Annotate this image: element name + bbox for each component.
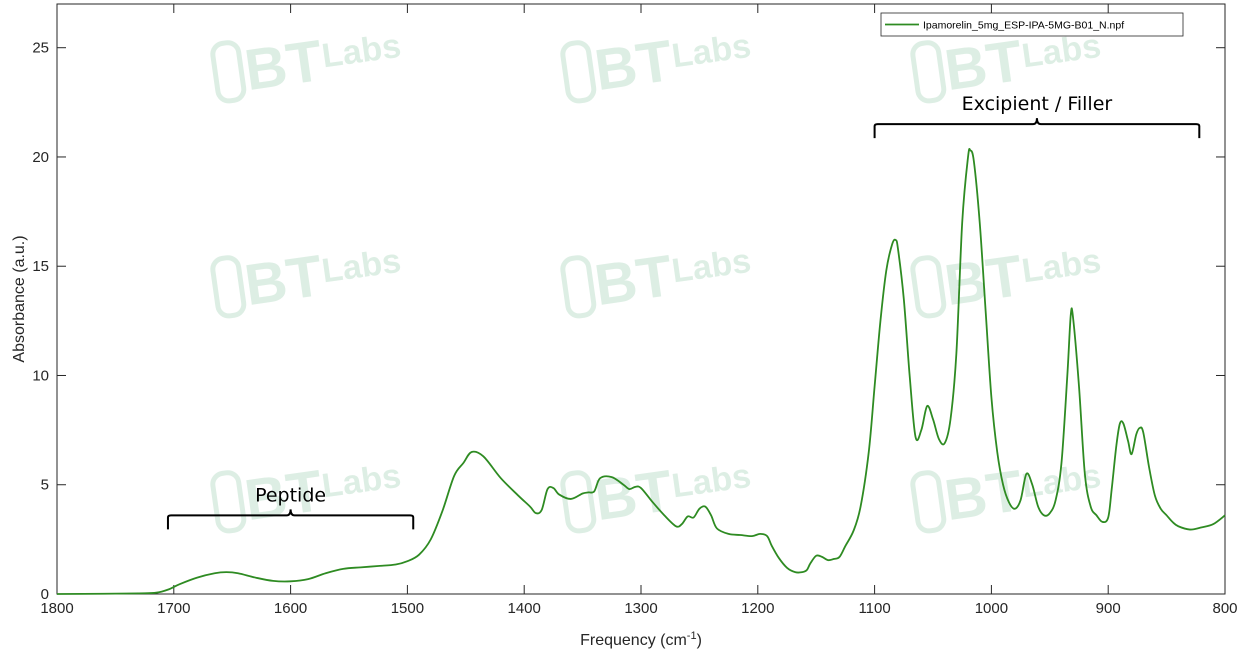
watermark-vial [560,470,597,534]
watermark-vial [210,470,247,534]
watermark-bt: BT [591,458,677,533]
y-tick-label: 15 [32,258,49,275]
watermark-vial [210,255,247,319]
x-axis-label: Frequency (cm-1) [580,630,702,649]
x-tick-label: 1000 [975,600,1008,617]
tick-layer: 1800 1700 1600 1500 1400 1300 1200 1100 1000 900 8… [32,4,1238,617]
x-tick-label: 1400 [508,600,541,617]
region-label: Peptide [255,484,326,506]
x-axis-label-superscript: -1 [687,630,697,642]
x-tick-label: 1100 [858,600,890,617]
watermark-bt: BT [591,28,677,103]
y-tick-label: 20 [32,149,49,166]
y-tick-label: 0 [41,586,49,603]
x-tick-label: 1600 [274,600,307,617]
y-tick-label: 25 [32,40,49,57]
y-tick-label: 5 [41,477,49,494]
watermark-vial [560,255,597,319]
watermark-bt: BT [241,243,327,318]
x-tick-label: 1700 [157,600,190,617]
x-tick-label: 1300 [624,600,657,617]
region-label: Excipient / Filler [962,93,1113,115]
series-line [56,148,1226,595]
x-tick-label: 1800 [40,600,73,617]
legend-entry: Ipamorelin_5mg_ESP-IPA-5MG-B01_N.npf [923,20,1124,32]
watermark-bt: BT [591,243,677,318]
watermark-bt: BT [941,28,1027,103]
watermark-vial [910,255,947,319]
x-axis-label-close: ) [697,632,702,649]
watermark-vial [560,40,597,104]
legend-box [880,12,1184,37]
watermark-vial [910,40,947,104]
watermark-bt: BT [241,458,327,533]
legend: Ipamorelin_5mg_ESP-IPA-5MG-B01_N.npf [880,12,1184,37]
y-axis-label: Absorbance (a.u.) [11,235,28,362]
x-axis-label-main: Frequency (cm [580,632,687,649]
watermark-bt: BT [941,458,1027,533]
watermark-bt: BT [241,28,327,103]
x-tick-label: 800 [1212,600,1237,617]
x-tick-label: 1500 [391,600,424,617]
x-tick-label: 900 [1096,600,1121,617]
watermark-vial [910,470,947,534]
y-tick-label: 10 [32,367,49,384]
watermark-vial [210,40,247,104]
series-layer [56,148,1226,595]
x-tick-label: 1200 [741,600,774,617]
